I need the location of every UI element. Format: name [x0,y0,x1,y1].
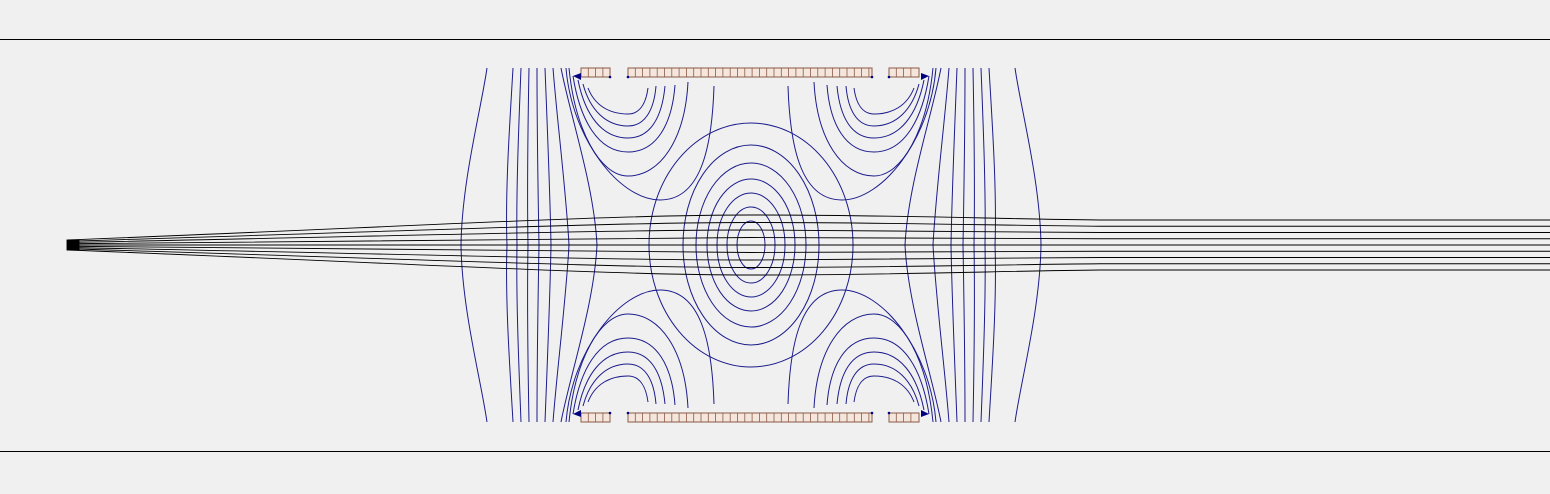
beam-ray [67,249,1550,276]
equipotential-line [572,75,676,153]
beam-ray [67,237,1550,245]
electrode-tip [921,410,929,417]
electrode-contact [870,411,874,415]
equipotential-line [853,87,915,115]
equipotential-line [787,289,937,423]
equipotential-line [836,79,925,139]
equipotential-line [845,83,920,127]
beam-ray [67,245,1550,253]
equipotential-line [565,67,715,201]
equipotential-line [826,75,930,153]
electrode-right-ring-top [888,67,920,78]
equipotential-line [577,351,666,411]
electrode-contact [887,411,891,415]
beam-source [66,239,80,251]
equipotential-line [845,363,920,407]
electrode-contact [887,75,891,79]
equipotential-line [813,313,934,423]
equipotential-line [565,289,715,423]
equipotential-line [568,67,689,177]
equipotential-line [587,375,649,403]
equipotential-line [577,79,666,139]
electrode-contact [870,75,874,79]
electrode-left-ring-bottom [580,412,611,423]
electrode-contact [608,411,612,415]
beam-ray [67,229,1550,243]
equipotential-line [568,313,689,423]
equipotential-line [813,67,934,177]
equipotential-line [572,337,676,415]
equipotential-line [853,375,915,403]
electrode-central-cylinder-top [627,67,873,78]
equipotential-line [582,83,657,127]
electrode-tip [573,410,581,417]
electrode-tip [921,73,929,80]
equipotential-line [836,351,925,411]
equipotential-line [587,87,649,115]
electrode-tip [573,73,581,80]
electrode-right-ring-bottom [888,412,920,423]
beam-rays [66,214,1550,276]
equipotential-line [787,67,937,201]
beam-ray [67,248,1550,268]
electrode-contact [626,411,630,415]
electrode-contact [626,75,630,79]
electrode-left-ring-top [580,67,611,78]
electrode-central-cylinder-bottom [627,412,873,423]
beam-ray [67,214,1550,241]
equipotential-line [582,363,657,407]
electrodes [573,67,929,423]
beam-ray [67,222,1550,242]
electrode-contact [608,75,612,79]
equipotential-line [826,337,930,415]
beam-ray [67,247,1550,261]
